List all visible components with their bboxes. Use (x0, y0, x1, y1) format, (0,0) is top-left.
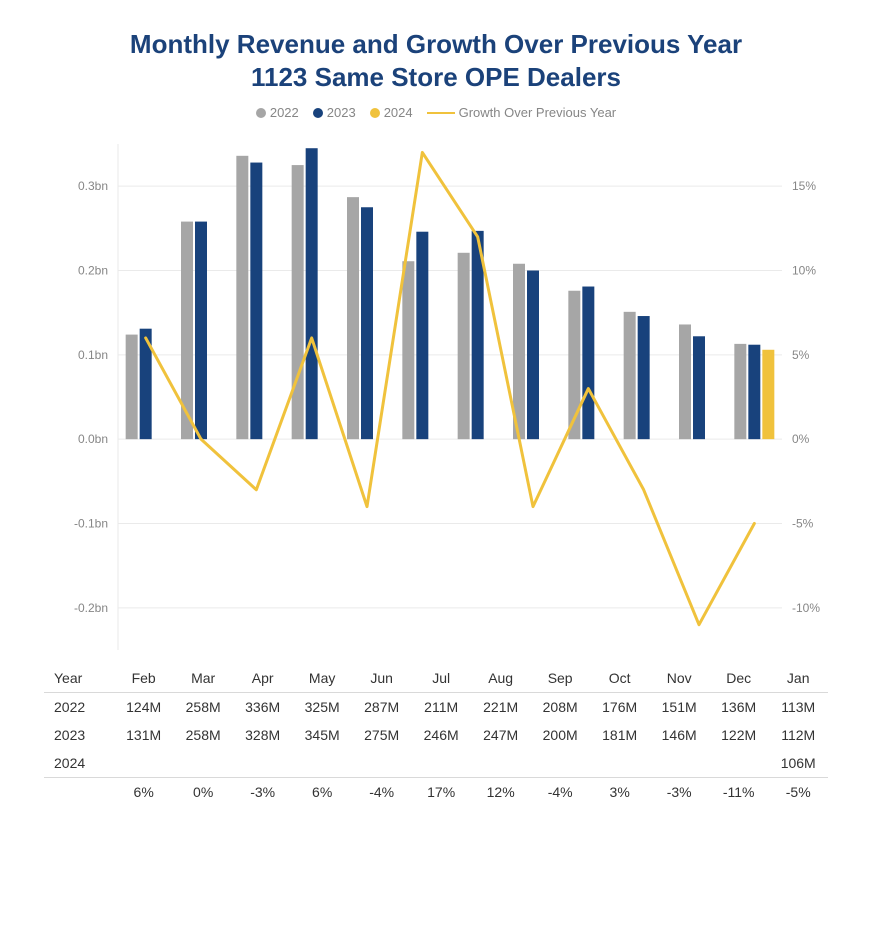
legend-growth: Growth Over Previous Year (427, 105, 617, 120)
svg-text:5%: 5% (792, 347, 810, 361)
data-table: Year Feb Mar Apr May Jun Jul Aug Sep Oct… (44, 664, 828, 806)
col-month: Mar (173, 664, 233, 693)
col-month: Sep (530, 664, 590, 693)
col-month: Nov (649, 664, 709, 693)
svg-text:10%: 10% (792, 263, 816, 277)
chart-title: Monthly Revenue and Growth Over Previous… (44, 28, 828, 95)
col-month: Oct (590, 664, 650, 693)
line-icon (427, 112, 455, 114)
svg-text:0.2bn: 0.2bn (78, 263, 108, 277)
legend-2023: 2023 (313, 105, 356, 120)
legend-2022: 2022 (256, 105, 299, 120)
col-month: Feb (114, 664, 174, 693)
legend: 2022 2023 2024 Growth Over Previous Year (44, 105, 828, 120)
title-line-2: 1123 Same Store OPE Dealers (251, 62, 621, 92)
col-month: Jun (352, 664, 412, 693)
legend-2024: 2024 (370, 105, 413, 120)
dot-icon (370, 108, 380, 118)
svg-text:-0.1bn: -0.1bn (74, 516, 108, 530)
svg-text:0.1bn: 0.1bn (78, 347, 108, 361)
svg-text:-10%: -10% (792, 600, 820, 614)
svg-text:-5%: -5% (792, 516, 814, 530)
table-header-row: Year Feb Mar Apr May Jun Jul Aug Sep Oct… (44, 664, 828, 693)
dot-icon (256, 108, 266, 118)
table-row-2022: 2022 124M258M336M325M287M211M221M208M176… (44, 692, 828, 721)
col-month: May (292, 664, 352, 693)
svg-text:-0.2bn: -0.2bn (74, 600, 108, 614)
svg-text:15%: 15% (792, 179, 816, 193)
table-row-growth: 6%0%-3%6%-4%17%12%-4%3%-3%-11%-5% (44, 777, 828, 806)
table-row-2024: 2024 106M (44, 749, 828, 778)
chart-container: Monthly Revenue and Growth Over Previous… (0, 0, 872, 939)
col-month: Jan (768, 664, 828, 693)
svg-text:0%: 0% (792, 432, 810, 446)
chart-plot-area: -0.2bn -10% -0.1bn -5% 0.0bn 0% 0.1bn 5% 0.2bn 10… (44, 138, 828, 658)
svg-text:0.3bn: 0.3bn (78, 179, 108, 193)
col-month: Apr (233, 664, 293, 693)
svg-text:0.0bn: 0.0bn (78, 432, 108, 446)
title-line-1: Monthly Revenue and Growth Over Previous… (130, 29, 742, 59)
col-month: Jul (411, 664, 471, 693)
table-row-2023: 2023 131M258M328M345M275M246M247M200M181… (44, 721, 828, 749)
col-month: Dec (709, 664, 769, 693)
table-header-year: Year (44, 664, 114, 693)
plot-svg: -0.2bn -10% -0.1bn -5% 0.0bn 0% 0.1bn 5% 0.2bn 10… (44, 138, 828, 658)
col-month: Aug (471, 664, 531, 693)
dot-icon (313, 108, 323, 118)
